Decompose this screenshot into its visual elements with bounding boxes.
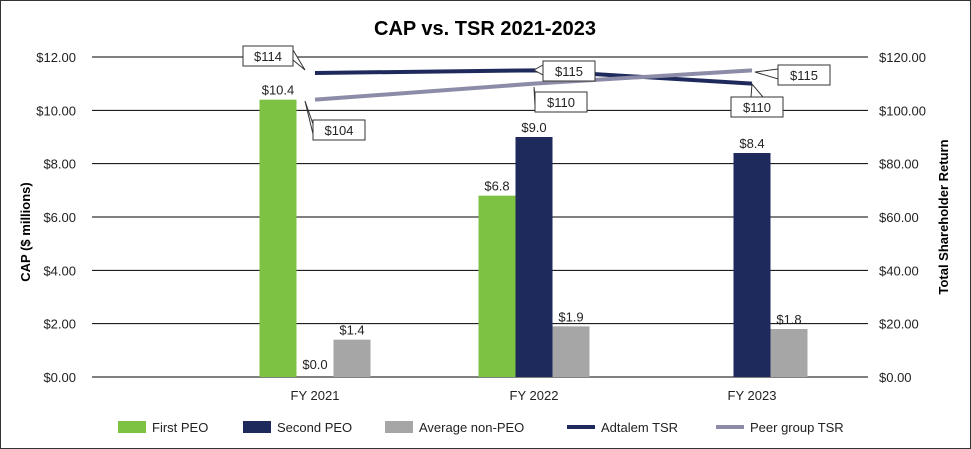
bar-value-label: $6.8	[484, 179, 509, 194]
callout-value: $114	[254, 49, 282, 64]
bar-average-non-peo	[770, 329, 808, 377]
y2-tick-label: $100.00	[879, 103, 926, 118]
x-tick-label: FY 2023	[728, 388, 777, 403]
bar-first-peo	[478, 195, 516, 377]
y-tick-label: $4.00	[43, 263, 76, 278]
legend-label: Average non-PEO	[419, 420, 524, 435]
y-axis-label: CAP ($ millions)	[18, 182, 33, 281]
line-peer-group-tsr	[314, 68, 753, 102]
y2-tick-label: $60.00	[879, 210, 919, 225]
y-tick-label: $12.00	[36, 50, 76, 65]
y-tick-label: $10.00	[36, 103, 76, 118]
y2-tick-label: $120.00	[879, 50, 926, 65]
bar-second-peo	[515, 137, 553, 377]
callout-box	[730, 96, 784, 118]
y-tick-label: $0.00	[43, 370, 76, 385]
y2-tick-label: $0.00	[879, 370, 912, 385]
legend-item: Adtalem TSR	[567, 420, 678, 435]
y-tick-label: $6.00	[43, 210, 76, 225]
tsr-callout: $110	[730, 82, 784, 118]
legend-item: First PEO	[118, 420, 208, 435]
tsr-callout: $115	[754, 64, 831, 86]
legend: First PEO Second PEO Average non-PEO Adtale…	[118, 420, 844, 435]
bar-value-label: $9.0	[521, 120, 546, 135]
callout-value: $115	[555, 64, 583, 79]
legend-label: Second PEO	[277, 420, 352, 435]
y2-axis-label: Total Shareholder Return	[936, 139, 951, 294]
legend-swatch	[385, 421, 413, 433]
callout-box	[777, 64, 831, 86]
bar-average-non-peo	[552, 326, 590, 377]
legend-item: Average non-PEO	[385, 420, 524, 435]
callout-value: $104	[325, 123, 354, 138]
x-tick-label: FY 2021	[291, 388, 340, 403]
y-tick-label: $8.00	[43, 157, 76, 172]
callout-value: $110	[743, 100, 771, 115]
legend-label: First PEO	[152, 420, 208, 435]
bar-value-label: $1.8	[776, 312, 801, 327]
y2-tick-label: $80.00	[879, 157, 919, 172]
callout-value: $115	[790, 68, 818, 83]
callout-box	[312, 119, 366, 141]
legend-item: Peer group TSR	[716, 420, 844, 435]
bars	[259, 99, 808, 378]
tsr-callout: $114	[242, 45, 306, 71]
callout-box	[542, 60, 596, 82]
tsr-callout: $115	[532, 60, 596, 82]
bar-value-label: $8.4	[739, 136, 764, 151]
chart-title: CAP vs. TSR 2021-2023	[374, 18, 596, 40]
bar-average-non-peo	[333, 339, 371, 377]
tsr-callout: $104	[304, 100, 366, 141]
legend-label: Peer group TSR	[750, 420, 844, 435]
legend-swatch	[243, 421, 271, 433]
data-labels: $10.4 $6.8 $0.0 $9.0 $8.4 $1.4 $1.9 $1.8 $114 $11…	[242, 45, 831, 372]
legend-label: Adtalem TSR	[601, 420, 678, 435]
bar-value-label: $0.0	[302, 357, 327, 372]
x-tick-label: FY 2022	[510, 388, 559, 403]
y-tick-label: $2.00	[43, 317, 76, 332]
bar-first-peo	[259, 99, 297, 378]
callout-box	[534, 91, 588, 113]
legend-item: Second PEO	[243, 420, 352, 435]
tsr-callout: $110	[533, 86, 588, 113]
legend-swatch	[118, 421, 146, 433]
y2-tick-label: $20.00	[879, 317, 919, 332]
bar-value-label: $1.9	[558, 309, 583, 324]
callout-value: $110	[547, 95, 575, 110]
callout-box	[242, 45, 294, 67]
bar-value-label: $10.4	[262, 83, 295, 98]
bar-value-label: $1.4	[339, 323, 364, 338]
axes: $0.00 $2.00 $4.00 $6.00 $8.00 $10.00 $12.00 $0.…	[36, 50, 926, 403]
bar-second-peo	[733, 153, 771, 377]
y2-tick-label: $40.00	[879, 263, 919, 278]
